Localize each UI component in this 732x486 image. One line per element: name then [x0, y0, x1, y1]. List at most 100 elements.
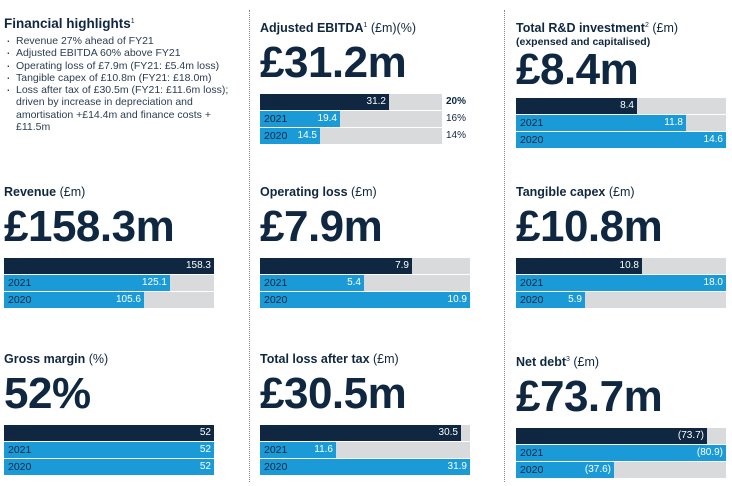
year-label: 2022: [264, 96, 288, 108]
kpi-tangible-capex: Tangible capex (£m) £10.8m 2022 10.8 2021 18.…: [516, 185, 728, 309]
bar-value-label: 14.5: [297, 130, 317, 141]
percent-label: 16%: [446, 113, 467, 124]
bar-row: 2021 5.4: [260, 275, 470, 291]
bar: [4, 459, 214, 475]
bar-value-label: 5.9: [568, 294, 582, 305]
year-label: 2022: [8, 260, 32, 272]
year-label: 2020: [520, 134, 544, 146]
bar-value-label: 18.0: [703, 277, 723, 288]
year-label: 2020: [264, 130, 288, 142]
bar-row: 2022 52: [4, 425, 214, 441]
bar: [516, 115, 686, 131]
bar-row: 2020 14.6: [516, 132, 726, 148]
bar-row: 2020 31.9: [260, 459, 470, 475]
kpi-unit: (£m): [605, 185, 635, 199]
footnote-marker: 1: [130, 18, 135, 25]
year-label: 2022: [264, 427, 288, 439]
year-label: 2021: [264, 444, 288, 456]
bar-row: 2022 30.5: [260, 425, 470, 441]
year-label: 2021: [264, 113, 288, 125]
bar-value-label: 5.4: [347, 277, 361, 288]
kpi-title: Operating loss (£m): [260, 185, 472, 200]
percent-label: 20%: [446, 96, 467, 107]
bar-value-label: 19.4: [317, 113, 337, 124]
bar-row: 2020 10.9: [260, 292, 470, 308]
bar: [260, 292, 470, 308]
bar-row: 2020 52: [4, 459, 214, 475]
bar-row: 2022 31.2 20%: [260, 94, 470, 110]
bar-value-label: (37.6): [584, 464, 611, 475]
kpi-unit: (£m)(%): [367, 21, 416, 35]
bar: [260, 94, 389, 110]
kpi-rd-investment: Total R&D investment2 (£m) (expensed and …: [516, 18, 728, 149]
bar: [516, 258, 642, 274]
year-label: 2020: [8, 461, 32, 473]
year-label: 2020: [520, 464, 544, 476]
bar-value-label: 52: [199, 461, 211, 472]
kpi-net-debt: Net debt3 (£m) £73.7m 2022 (73.7) 2021 (80.9)…: [516, 352, 728, 479]
year-label: 2021: [520, 447, 544, 459]
bar: [4, 258, 214, 274]
bar-value-label: 7.9: [395, 260, 409, 271]
year-label: 2022: [520, 430, 544, 442]
year-label: 2020: [264, 294, 288, 306]
highlights-title: Financial highlights1: [4, 14, 244, 31]
bar-row: 2021 18.0: [516, 275, 726, 291]
highlight-item: Revenue 27% ahead of FY21: [4, 34, 244, 47]
bar: [260, 128, 320, 144]
kpi-title-text: Tangible capex: [516, 185, 606, 199]
bar-chart: 2022 158.3 2021 125.1 2020 105.6: [4, 258, 216, 308]
kpi-title: Total loss after tax (£m): [260, 352, 472, 367]
year-label: 2020: [8, 294, 32, 306]
bar-value-label: 11.6: [314, 444, 333, 455]
highlight-item: Adjusted EBITDA 60% above FY21: [4, 46, 244, 59]
bar: [4, 292, 144, 308]
year-label: 2021: [8, 444, 32, 456]
bar-value-label: 10.8: [619, 260, 639, 271]
year-label: 2022: [520, 100, 544, 112]
kpi-title-text: Adjusted EBITDA: [260, 21, 364, 35]
kpi-headline-value: £158.3m: [4, 202, 175, 251]
highlight-item: Tangible capex of £10.8m (FY21: £18.0m): [4, 71, 244, 84]
bar: [516, 428, 707, 444]
kpi-revenue: Revenue (£m) £158.3m 2022 158.3 2021 125.1 202…: [4, 185, 216, 309]
bar-row: 2022 158.3: [4, 258, 214, 274]
year-label: 2020: [520, 294, 544, 306]
bar-value-label: 105.6: [115, 294, 141, 305]
bar-row: 2021 (80.9): [516, 445, 726, 461]
bar-row: 2021 125.1: [4, 275, 214, 291]
bar-chart: 2022 52 2021 52 2020 52: [4, 425, 216, 475]
year-label: 2020: [264, 461, 288, 473]
kpi-title: Revenue (£m): [4, 185, 216, 200]
bar: [516, 98, 637, 114]
bar: [516, 462, 614, 478]
bar-row: 2020 105.6: [4, 292, 214, 308]
bar: [260, 442, 336, 458]
bar-value-label: 31.9: [447, 461, 467, 472]
year-label: 2021: [8, 277, 32, 289]
footnote-marker: 2: [644, 22, 649, 29]
kpi-title: Net debt3 (£m): [516, 352, 728, 370]
bar-chart: 2022 8.4 2021 11.8 2020 14.6: [516, 98, 728, 148]
column-divider: [504, 10, 505, 482]
year-label: 2021: [264, 277, 288, 289]
bar-value-label: 11.8: [664, 117, 683, 128]
bar-row: 2020 5.9: [516, 292, 726, 308]
kpi-headline-value: 52%: [4, 369, 91, 418]
kpi-unit: (%): [85, 352, 109, 366]
kpi-title-text: Operating loss: [260, 185, 348, 199]
kpi-title: Tangible capex (£m): [516, 185, 728, 200]
bar: [260, 111, 340, 127]
bar-chart: 2022 10.8 2021 18.0 2020 5.9: [516, 258, 728, 308]
kpi-gross-margin: Gross margin (%) 52% 2022 52 2021 52 2020 52: [4, 352, 216, 476]
bar-value-label: 8.4: [620, 100, 634, 111]
bar: [516, 275, 726, 291]
kpi-unit: (£m): [569, 355, 600, 369]
kpi-unit: (£m): [56, 185, 86, 199]
bar-value-label: 52: [199, 444, 211, 455]
kpi-title-text: Gross margin: [4, 352, 86, 366]
year-label: 2022: [520, 260, 544, 272]
kpi-adjusted-ebitda: Adjusted EBITDA1 (£m)(%) £31.2m 2022 31.2 20…: [260, 18, 472, 145]
year-label: 2022: [264, 260, 288, 272]
bar-value-label: 10.9: [447, 294, 467, 305]
